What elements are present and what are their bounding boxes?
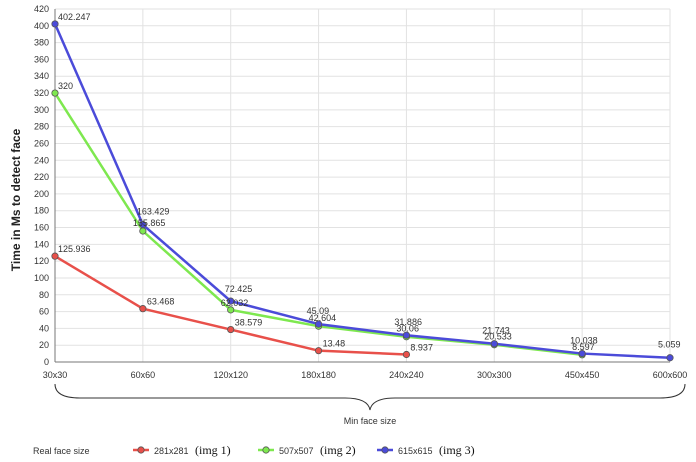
legend: Real face size 281x281 (img 1) 507x507 (img… <box>33 443 475 457</box>
legend-item-note: (img 1) <box>195 443 231 457</box>
data-label: 8.937 <box>410 342 433 352</box>
data-label: 30.06 <box>396 324 419 334</box>
data-label: 10.038 <box>570 336 598 346</box>
y-tick-label: 60 <box>39 307 49 317</box>
data-point <box>139 221 147 229</box>
x-tick-label: 600x600 <box>653 370 688 380</box>
x-tick-label: 300x300 <box>477 370 512 380</box>
x-tick-label: 180x180 <box>301 370 336 380</box>
y-tick-label: 40 <box>39 323 49 333</box>
data-label: 155.865 <box>133 218 166 228</box>
data-point <box>139 305 147 313</box>
legend-item-label: 281x281 <box>154 446 189 456</box>
y-tick-label: 0 <box>44 357 49 367</box>
legend-item-label: 615x615 <box>398 446 433 456</box>
data-point <box>578 349 586 358</box>
legend-title: Real face size <box>33 446 90 456</box>
y-tick-label: 420 <box>34 4 49 14</box>
data-label: 21.743 <box>482 326 510 336</box>
y-tick-label: 320 <box>34 88 49 98</box>
legend-item-label: 507x507 <box>279 446 314 456</box>
x-tick-label: 30x30 <box>43 370 68 380</box>
y-tick-label: 300 <box>34 105 49 115</box>
legend-swatch-marker <box>262 446 270 454</box>
data-label: 163.429 <box>137 207 170 217</box>
data-point <box>402 331 411 339</box>
legend-swatch-marker <box>381 446 389 454</box>
y-tick-label: 120 <box>34 256 49 266</box>
data-label: 13.48 <box>323 339 346 349</box>
x-axis-label: Min face size <box>344 416 397 426</box>
data-label: 402.247 <box>58 12 91 22</box>
legend-item-note: (img 2) <box>320 443 356 457</box>
data-label: 20.533 <box>484 332 512 342</box>
x-tick-label: 240x240 <box>389 370 424 380</box>
legend-swatch-marker <box>137 446 145 454</box>
data-label: 45.09 <box>307 306 330 316</box>
data-point <box>227 325 235 334</box>
series-markers <box>51 20 674 362</box>
data-label: 5.059 <box>658 340 681 350</box>
data-label: 125.936 <box>58 244 91 254</box>
y-tick-label: 240 <box>34 155 49 165</box>
x-axis-ticks: 30x30 60x60 120x120 180x180 240x240 300x300 45… <box>43 370 688 380</box>
y-axis-label: Time in Ms to detect face <box>9 128 23 271</box>
x-tick-label: 120x120 <box>213 370 248 380</box>
data-point <box>51 252 59 260</box>
data-label: 8.597 <box>572 342 595 352</box>
y-tick-label: 360 <box>34 54 49 64</box>
data-label: 72.425 <box>225 284 253 294</box>
y-tick-label: 200 <box>34 189 49 199</box>
y-tick-label: 220 <box>34 172 49 182</box>
data-point <box>314 347 323 355</box>
y-tick-label: 160 <box>34 223 49 233</box>
data-point <box>51 89 59 97</box>
data-label: 62.032 <box>221 298 249 308</box>
y-tick-label: 400 <box>34 21 49 31</box>
legend-item-note: (img 3) <box>439 443 475 457</box>
x-tick-label: 60x60 <box>131 370 156 380</box>
data-label: 320 <box>58 81 73 91</box>
data-point <box>139 227 147 235</box>
data-point <box>314 320 323 328</box>
data-point <box>227 297 235 305</box>
data-point <box>51 20 59 28</box>
y-tick-label: 20 <box>39 340 49 350</box>
data-point <box>227 306 235 314</box>
y-tick-label: 280 <box>34 122 49 132</box>
y-tick-label: 80 <box>39 290 49 300</box>
axes <box>54 9 670 363</box>
data-point <box>490 340 498 348</box>
x-tick-label: 450x450 <box>565 370 600 380</box>
series-line-615x615 <box>53 23 671 359</box>
y-tick-label: 100 <box>34 273 49 283</box>
data-point <box>666 354 674 362</box>
data-label: 31.886 <box>394 317 422 327</box>
data-point <box>402 350 411 359</box>
y-tick-label: 340 <box>34 71 49 81</box>
data-label: 42.604 <box>309 313 337 323</box>
data-label: 38.579 <box>235 318 263 328</box>
y-tick-label: 180 <box>34 206 49 216</box>
y-axis-ticks: 0 20 40 60 80 100 120 140 160 180 200 220 240 260 280 3… <box>34 4 49 367</box>
x-axis-brace <box>54 383 686 411</box>
y-tick-label: 260 <box>34 138 49 148</box>
y-tick-label: 380 <box>34 38 49 48</box>
series-lines <box>53 23 671 359</box>
y-tick-label: 140 <box>34 239 49 249</box>
data-label: 63.468 <box>147 297 175 307</box>
data-labels: 125.936 63.468 38.579 13.48 8.937 320 155.865 6… <box>58 12 681 353</box>
